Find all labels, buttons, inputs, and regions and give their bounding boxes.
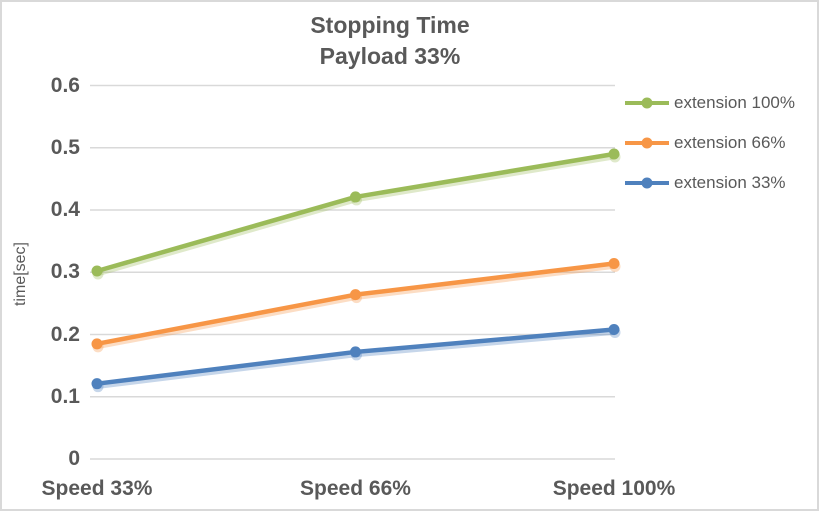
data-point-marker xyxy=(91,378,103,390)
legend: extension 100% extension 66% extension 3… xyxy=(624,83,795,203)
data-point-marker xyxy=(91,338,103,350)
legend-line-marker-icon xyxy=(625,177,669,189)
data-point-marker xyxy=(350,346,361,358)
x-category-label: Speed 100% xyxy=(552,477,676,500)
y-tick-label: 0.2 xyxy=(50,322,80,346)
legend-label: extension 33% xyxy=(674,173,786,192)
chart-title-line-2: Payload 33% xyxy=(319,43,461,69)
y-tick-label: 0.3 xyxy=(50,260,80,284)
data-point-marker xyxy=(608,258,620,270)
data-point-marker xyxy=(608,324,620,336)
data-point-marker xyxy=(350,191,361,203)
x-category-label: Speed 33% xyxy=(41,477,153,500)
legend-item-extension-66: extension 66% xyxy=(624,123,795,163)
y-tick-label: 0.4 xyxy=(50,198,80,221)
legend-label: extension 66% xyxy=(674,133,786,152)
y-tick-label: 0.1 xyxy=(50,384,80,408)
chart-title: Stopping Time Payload 33% xyxy=(2,10,778,72)
series-line-shadow xyxy=(95,154,618,277)
legend-item-extension-33: extension 33% xyxy=(624,163,795,203)
legend-line-marker-icon xyxy=(625,97,669,109)
y-tick-label: 0.6 xyxy=(50,73,80,97)
y-tick-label: 0.5 xyxy=(50,135,80,159)
x-category-label: Speed 66% xyxy=(300,477,411,500)
data-point-marker xyxy=(350,289,361,301)
chart-title-line-1: Stopping Time xyxy=(310,12,470,38)
legend-line-marker-icon xyxy=(625,137,669,149)
data-point-marker xyxy=(608,148,620,160)
y-tick-label: 0 xyxy=(68,447,80,470)
legend-item-extension-100: extension 100% xyxy=(624,83,795,123)
legend-label: extension 100% xyxy=(674,93,795,112)
data-point-marker xyxy=(91,265,103,277)
